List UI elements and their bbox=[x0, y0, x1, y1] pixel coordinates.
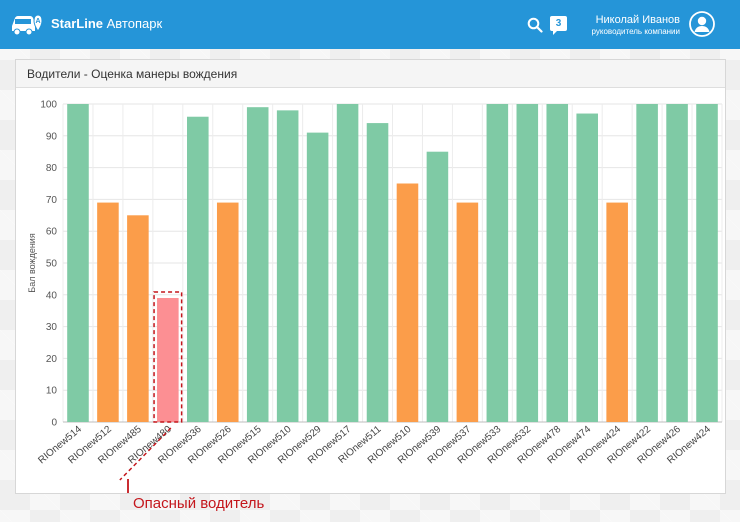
bar-rionew511 bbox=[366, 123, 389, 422]
bar-rionew426 bbox=[666, 104, 688, 422]
bar-rionew514 bbox=[67, 104, 89, 422]
y-tick-label: 40 bbox=[46, 290, 58, 301]
highlight-label-outline bbox=[119, 427, 172, 481]
y-tick-label: 90 bbox=[46, 131, 58, 142]
y-tick-label: 0 bbox=[51, 418, 57, 429]
y-tick-label: 50 bbox=[46, 259, 58, 270]
bar-rionew510 bbox=[276, 110, 299, 423]
bar-rionew517 bbox=[336, 104, 359, 422]
search-icon[interactable] bbox=[527, 17, 543, 33]
notification-badge[interactable]: 3 bbox=[550, 16, 567, 35]
user-circle-icon[interactable] bbox=[689, 11, 715, 37]
svg-text:A: A bbox=[35, 18, 40, 25]
bar-rionew537 bbox=[456, 202, 479, 422]
bar-rionew512 bbox=[97, 202, 119, 422]
y-tick-label: 70 bbox=[46, 195, 58, 206]
bar-rionew515 bbox=[246, 107, 269, 423]
bar-rionew478 bbox=[546, 104, 569, 422]
y-tick-label: 100 bbox=[40, 100, 57, 111]
y-tick-label: 60 bbox=[46, 227, 58, 238]
bar-rionew532 bbox=[516, 104, 539, 422]
top-bar: A StarLine Автопарк 3 Николай Иванов рук… bbox=[0, 0, 740, 49]
bar-rionew474 bbox=[576, 113, 598, 422]
bar-rionew533 bbox=[486, 104, 509, 422]
bar-rionew539 bbox=[426, 151, 449, 422]
bar-rionew510 bbox=[396, 183, 419, 422]
user-name[interactable]: Николай Иванов bbox=[595, 14, 680, 26]
dangerous-driver-annotation: Опасный водитель bbox=[133, 495, 265, 512]
y-axis-label: Бал вождения bbox=[27, 233, 37, 293]
bar-rionew536 bbox=[187, 116, 209, 422]
bar-rionew422 bbox=[636, 104, 658, 422]
bar-rionew485 bbox=[127, 215, 149, 422]
bar-rionew424 bbox=[696, 104, 718, 422]
user-role: руководитель компании bbox=[591, 27, 680, 36]
bar-rionew529 bbox=[306, 132, 329, 422]
car-location-icon[interactable]: A bbox=[9, 9, 43, 39]
y-tick-label: 10 bbox=[46, 386, 58, 397]
bar-rionew526 bbox=[216, 202, 239, 422]
panel-header: Водители - Оценка манеры вождения bbox=[16, 60, 725, 88]
bar-rionew480 bbox=[157, 297, 179, 422]
y-tick-label: 80 bbox=[46, 163, 58, 174]
y-tick-label: 30 bbox=[46, 322, 58, 333]
y-tick-label: 20 bbox=[46, 354, 58, 365]
app-title: StarLine Автопарк bbox=[51, 16, 163, 31]
driving-score-panel: Водители - Оценка манеры вождения 0 10 20 3… bbox=[15, 59, 726, 494]
highlight-box bbox=[153, 291, 183, 423]
bar-rionew424 bbox=[606, 202, 628, 422]
panel-title: Водители - Оценка манеры вождения bbox=[27, 67, 238, 81]
